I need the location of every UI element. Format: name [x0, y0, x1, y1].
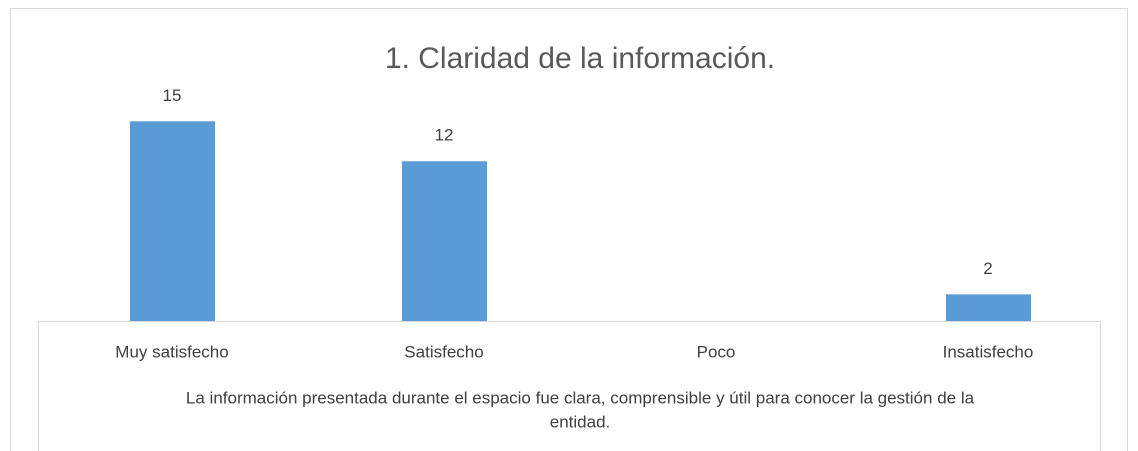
data-label: 2 [983, 259, 992, 278]
bar [130, 121, 215, 321]
x-tick-label: Muy satisfecho [115, 342, 228, 361]
data-table-border [38, 321, 1101, 451]
data-label: 15 [163, 86, 182, 105]
data-label: 12 [435, 126, 454, 145]
x-tick-label: Satisfecho [404, 342, 483, 361]
x-axis-title: entidad. [550, 412, 611, 431]
bar [402, 161, 487, 321]
bar [946, 294, 1031, 321]
chart-title: 1. Claridad de la información. [385, 42, 775, 75]
x-axis-title: La información presentada durante el esp… [186, 388, 975, 407]
x-tick-label: Insatisfecho [943, 342, 1034, 361]
chart-border [10, 8, 1128, 451]
x-tick-label: Poco [697, 342, 736, 361]
